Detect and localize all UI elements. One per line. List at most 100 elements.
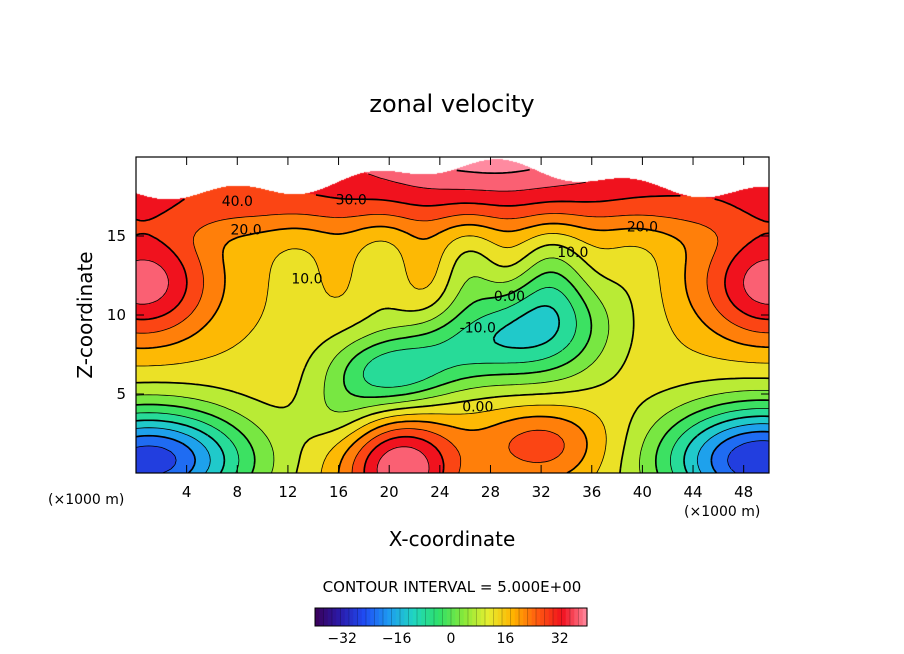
contour-level [136,173,769,473]
contour-label: 30.0 [336,193,367,209]
colorbar-cell [421,608,427,626]
contour-label: 20.0 [231,223,262,239]
contour-interval-label: CONTOUR INTERVAL = 5.000E+00 [323,578,582,596]
contour-level [136,194,769,473]
colorbar-cell [519,608,524,626]
colorbar-cell [442,608,448,626]
contour-level [136,271,769,473]
colorbar-ticks: −32 −16 0 16 32 [327,631,568,647]
colorbar-cell [561,608,567,626]
colorbar-cell [570,608,575,626]
contour-label: -10.0 [460,321,496,337]
colorbar-cell [574,608,580,626]
colorbar-cell [531,608,537,626]
contour-label: 40.0 [222,194,253,210]
colorbar-cell [400,608,405,626]
contour-level [136,233,769,473]
contour-label: 20.0 [627,220,658,236]
colorbar-cell [451,608,456,626]
colorbar-cell [349,608,354,626]
colorbar-cell [434,608,439,626]
colorbar-cell [459,608,465,626]
colorbar-cell [383,608,388,626]
x-tick-label: 24 [430,483,449,501]
colorbar-cell [366,608,371,626]
colorbar-cell [370,608,376,626]
contour-level [136,257,769,473]
colorbar-cell [404,608,410,626]
colorbar-cell [395,608,401,626]
x-tick-label: 4 [182,483,192,501]
x-unit-left: (×1000 m) [48,492,124,508]
colorbar-cell [387,608,393,626]
x-tick-label: 20 [380,483,399,501]
y-tick-label: 5 [116,385,126,403]
contour-label: 0.00 [494,289,525,305]
colorbar-cell [480,608,486,626]
velocity-field [136,157,769,473]
chart-title: zonal velocity [369,90,534,118]
y-axis-ticks: 5 10 15 [107,227,769,403]
colorbar-cell [536,608,541,626]
colorbar-cell [468,608,473,626]
colorbar-cell [540,608,546,626]
colorbar-cell [315,608,320,626]
colorbar-cell [493,608,499,626]
colorbar-cell [472,608,478,626]
colorbar-cell [455,608,461,626]
colorbar-cell [374,608,380,626]
colorbar-tick-label: 16 [496,631,514,647]
colorbar-cell [565,608,571,626]
x-tick-label: 36 [582,483,601,501]
x-tick-label: 16 [329,483,348,501]
y-axis-label: Z-coordinate [73,251,97,378]
colorbar-cell [523,608,529,626]
colorbar-cell [557,608,563,626]
x-tick-label: 44 [683,483,702,501]
colorbar-cell [527,608,533,626]
colorbar-cell [489,608,495,626]
colorbar-cell [502,608,507,626]
colorbar-cell [497,608,503,626]
colorbar-cell [327,608,333,626]
colorbar [314,607,588,627]
colorbar-cell [412,608,418,626]
colorbar-cell [417,608,422,626]
colorbar-cell [514,608,520,626]
colorbar-cell [578,608,584,626]
colorbar-cell [544,608,550,626]
plot-area [136,157,769,473]
contour-lines [136,168,769,473]
contour-label: 10.0 [557,245,588,261]
contour-level [136,304,769,473]
contour-labels: 40.0 30.0 20.0 20.0 10.0 10.0 0.00 -10.0 0.00 [222,193,658,416]
colorbar-cell [319,608,325,626]
x-tick-label: 40 [633,483,652,501]
x-unit-right: (×1000 m) [684,504,760,520]
colorbar-tick-label: −32 [327,631,357,647]
colorbar-cell [357,608,363,626]
contour-level [136,286,769,473]
colorbar-cell [340,608,346,626]
colorbar-cell [438,608,444,626]
contour-level [456,168,530,175]
colorbar-tick-label: 0 [447,631,456,647]
contour-level [136,423,769,473]
x-tick-label: 8 [233,483,243,501]
colorbar-cell [446,608,452,626]
x-axis-label: X-coordinate [389,527,516,551]
colorbar-cell [332,608,337,626]
contour-label: 10.0 [291,272,322,288]
colorbar-cell [378,608,384,626]
colorbar-cell [582,608,588,626]
x-tick-label: 12 [278,483,297,501]
contour-level [136,213,769,473]
colorbar-cell [323,608,329,626]
colorbar-cell [510,608,516,626]
colorbar-tick-label: −16 [382,631,412,647]
x-axis-ticks: 4 8 12 16 20 24 28 32 36 40 44 48 [182,157,753,501]
colorbar-cell [506,608,512,626]
colorbar-cell [429,608,435,626]
colorbar-cell [353,608,359,626]
